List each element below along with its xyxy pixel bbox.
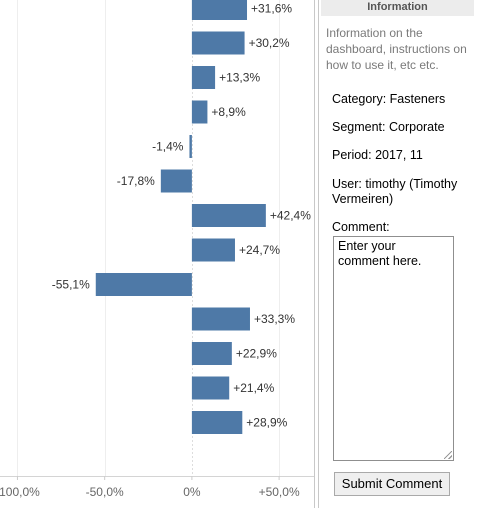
- bar-value-label: +13,3%: [219, 71, 260, 85]
- x-tick-label: +50,0%: [259, 485, 300, 499]
- bar: [191, 100, 208, 124]
- comment-textarea[interactable]: Enter your comment here.: [333, 236, 454, 461]
- bar-value-label: +8,9%: [211, 105, 246, 119]
- bar: [189, 135, 192, 158]
- resize-grip-icon[interactable]: [444, 451, 452, 459]
- bar-value-label: +24,7%: [239, 243, 280, 257]
- bar: [191, 31, 245, 55]
- panel-divider: [318, 0, 319, 508]
- bar-value-label: +33,3%: [254, 312, 295, 326]
- bar: [95, 273, 192, 296]
- bar: [160, 169, 192, 193]
- bar-value-label: +30,2%: [249, 36, 290, 50]
- bar-chart-panel: -100,0% -50,0% 0% +50,0% +31,6% +30,2% +13,3% +…: [0, 0, 314, 499]
- category-text: Category: Fasteners: [332, 92, 446, 106]
- x-tick-label: 0%: [183, 485, 201, 499]
- bar-chart: -100,0% -50,0% 0% +50,0% +31,6% +30,2% +13,3% +…: [0, 0, 314, 499]
- bar-value-label: +21,4%: [233, 381, 274, 395]
- information-header: Information: [321, 0, 474, 16]
- bar: [191, 307, 250, 331]
- x-tick-label: -50,0%: [86, 485, 124, 499]
- comment-label: Comment:: [332, 220, 390, 234]
- submit-comment-button[interactable]: Submit Comment: [334, 472, 450, 496]
- x-tick-label: -100,0%: [0, 485, 40, 499]
- bar-value-label: +22,9%: [236, 347, 277, 361]
- bar: [191, 411, 243, 434]
- bar: [191, 204, 266, 227]
- segment-text: Segment: Corporate: [332, 120, 445, 134]
- bar-value-label: -1,4%: [152, 140, 184, 154]
- bar-value-label: -17,8%: [117, 174, 155, 188]
- bar-value-label: -55,1%: [52, 278, 90, 292]
- bar: [191, 0, 248, 20]
- information-panel: Information Information on the dashboard…: [321, 0, 477, 508]
- comment-placeholder: Enter your comment here.: [338, 239, 422, 268]
- period-text: Period: 2017, 11: [332, 148, 423, 162]
- bar: [191, 66, 216, 89]
- bar: [191, 342, 232, 365]
- bar-value-label: +28,9%: [246, 416, 287, 430]
- bar: [191, 376, 230, 400]
- bar-value-label: +42,4%: [270, 209, 311, 223]
- panel-divider: [314, 0, 315, 508]
- bar-value-label: +31,6%: [251, 2, 292, 16]
- bar: [191, 238, 235, 262]
- information-description: Information on the dashboard, instructio…: [326, 26, 467, 72]
- user-text: User: timothy (Timothy Vermeiren): [332, 177, 458, 206]
